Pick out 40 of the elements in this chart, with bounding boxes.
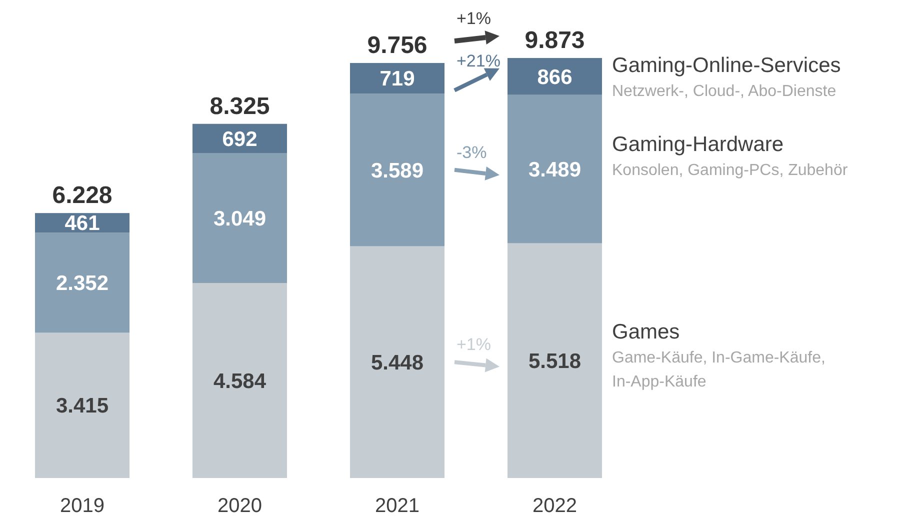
data-label: 5.518 <box>528 350 582 373</box>
bar <box>350 94 444 246</box>
data-label: 2.352 <box>56 272 109 296</box>
data-label: 3.049 <box>213 207 266 230</box>
x-tick-label: 2020 <box>218 495 262 517</box>
bar <box>192 282 287 478</box>
annotation: Konsolen, Gaming-PCs, Zubehör <box>612 162 848 180</box>
annotation: +21% <box>456 51 500 70</box>
series-label: Games <box>612 320 680 344</box>
data-label: 692 <box>222 128 258 151</box>
series-label: Gaming-Online-Services <box>612 54 841 77</box>
text: +1% <box>456 9 491 28</box>
data-label: 461 <box>64 212 100 236</box>
total-label: 9.756 <box>367 32 428 59</box>
annotation: Netzwerk-, Cloud-, Abo-Dienste <box>612 83 836 100</box>
total-label: 8.325 <box>210 92 270 120</box>
bar <box>350 62 444 94</box>
bar <box>35 232 130 333</box>
annotation: Game-Käufe, In-Game-Käufe, In-App-Käufe <box>612 350 826 391</box>
data-label: 866 <box>537 66 572 89</box>
bar <box>508 243 602 478</box>
x-tick-label: 2021 <box>375 495 420 517</box>
bar <box>350 246 444 478</box>
x-tick-label: 2019 <box>60 495 104 517</box>
bar <box>508 58 602 95</box>
total-label: 6.228 <box>52 182 112 210</box>
data-label: 3.589 <box>370 159 424 182</box>
data-label: 5.448 <box>370 351 424 374</box>
bar <box>35 332 130 478</box>
data-label: 3.415 <box>56 394 109 418</box>
data-label: 4.584 <box>213 370 266 393</box>
annotation: +1% <box>456 335 491 354</box>
total-label: 9.873 <box>524 27 585 54</box>
annotation: -3% <box>456 142 487 162</box>
bar <box>508 94 602 244</box>
series-label: Gaming-Hardware <box>612 133 784 156</box>
bar <box>192 153 287 283</box>
x-tick-label: 2022 <box>532 495 577 517</box>
data-label: 719 <box>380 68 415 91</box>
data-label: 3.489 <box>528 158 582 182</box>
